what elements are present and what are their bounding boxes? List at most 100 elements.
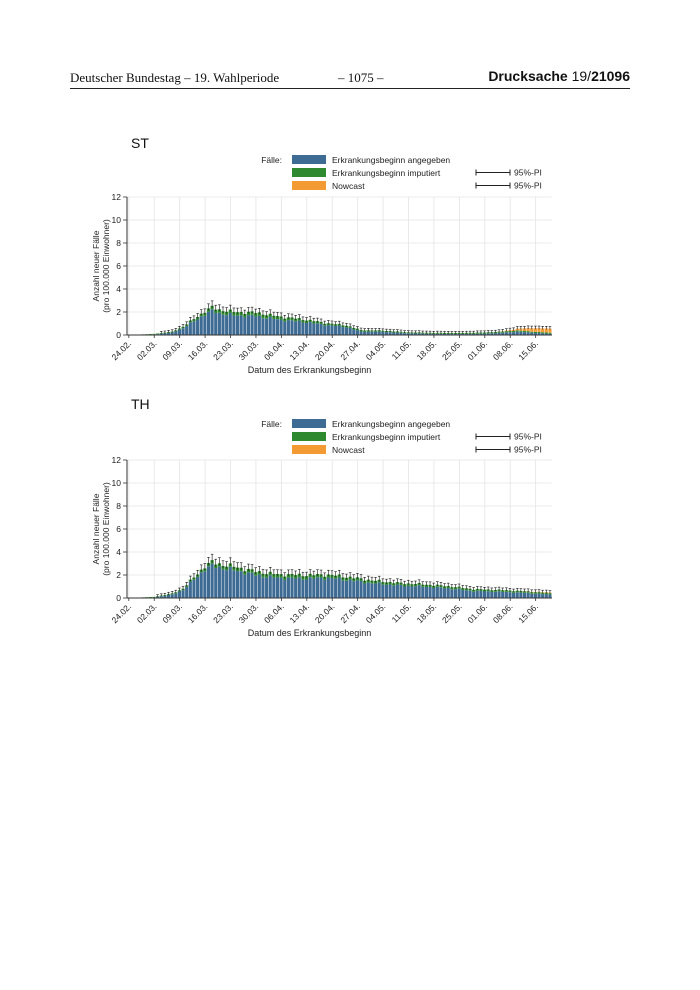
bar-reported	[217, 566, 221, 598]
bar-reported	[199, 316, 203, 335]
bar-reported	[181, 590, 185, 598]
bar-imputed	[214, 309, 218, 314]
page-header: Deutscher Bundestag – 19. Wahlperiode – …	[70, 68, 630, 89]
bar-imputed	[537, 592, 541, 594]
x-tick-label: 04.05.	[364, 601, 388, 625]
bar-imputed	[170, 331, 174, 333]
bar-imputed	[526, 591, 530, 593]
legend-swatch-1	[292, 432, 326, 441]
bar-reported	[370, 331, 374, 335]
bar-reported	[450, 334, 454, 335]
bar-reported	[381, 331, 385, 335]
bar-imputed	[504, 590, 508, 592]
bar-imputed	[482, 332, 487, 334]
bar-imputed	[199, 313, 203, 317]
legend-swatch-0	[292, 419, 326, 428]
bar-imputed	[493, 331, 498, 334]
bar-imputed	[174, 592, 178, 594]
chart-title: ST	[131, 135, 149, 151]
bar-imputed	[453, 587, 458, 590]
bar-imputed	[377, 579, 381, 583]
bar-reported	[323, 579, 327, 598]
bar-reported	[286, 320, 290, 335]
bar-nowcast	[544, 592, 548, 593]
bar-reported	[283, 580, 287, 598]
bar-reported	[544, 594, 548, 598]
bar-reported	[541, 333, 545, 335]
bar-imputed	[159, 595, 163, 597]
bar-nowcast	[541, 328, 545, 333]
bar-imputed	[370, 580, 374, 584]
bar-reported	[272, 319, 276, 335]
bar-reported	[472, 591, 476, 598]
bar-imputed	[497, 589, 501, 592]
bar-reported	[395, 332, 399, 335]
bar-reported	[166, 594, 171, 598]
bar-reported	[457, 588, 461, 598]
x-tick-label: 08.06.	[491, 601, 515, 625]
bar-reported	[359, 580, 363, 598]
x-tick-label: 20.04.	[313, 601, 337, 625]
bar-imputed	[515, 590, 519, 593]
legend-item-1: Erkrankungsbeginn imputiert	[332, 168, 441, 178]
bar-reported	[206, 566, 211, 598]
bar-reported	[235, 571, 240, 598]
bar-nowcast	[512, 329, 516, 331]
bar-reported	[243, 574, 247, 598]
bar-reported	[497, 332, 501, 335]
bar-reported	[185, 586, 189, 598]
bar-reported	[537, 333, 541, 335]
bar-imputed	[235, 567, 240, 572]
bar-imputed	[228, 309, 232, 314]
bar-reported	[239, 315, 243, 335]
bar-reported	[341, 580, 345, 598]
bar-reported	[312, 323, 316, 335]
bar-reported	[232, 570, 236, 598]
bar-nowcast	[548, 328, 552, 333]
bar-reported	[348, 327, 352, 335]
bar-reported	[548, 333, 552, 335]
bar-nowcast	[522, 328, 527, 331]
bar-reported	[192, 579, 196, 598]
bar-reported	[497, 591, 501, 598]
bar-imputed	[475, 588, 479, 591]
bar-reported	[472, 333, 476, 335]
bar-imputed	[381, 330, 385, 332]
bar-reported	[374, 583, 378, 598]
bar-imputed	[203, 568, 207, 572]
bar-imputed	[461, 588, 465, 591]
bar-imputed	[497, 331, 501, 333]
bar-reported	[181, 328, 185, 335]
bar-imputed	[308, 573, 312, 578]
bar-reported	[355, 580, 359, 598]
y-tick-label: 4	[116, 284, 121, 294]
bar-imputed	[192, 319, 196, 322]
bar-reported	[388, 584, 392, 598]
x-tick-label: 01.06.	[465, 601, 489, 625]
bar-nowcast	[548, 592, 552, 594]
bar-imputed	[512, 330, 516, 333]
bar-reported	[435, 586, 439, 598]
bar-imputed	[381, 582, 385, 585]
x-tick-label: 20.04.	[313, 338, 337, 362]
bar-reported	[156, 334, 160, 335]
bar-reported	[381, 584, 385, 598]
bar-reported	[384, 584, 389, 598]
bar-reported	[541, 594, 545, 598]
bar-reported	[530, 593, 534, 598]
y-axis-label-line2: (pro 100.000 Einwohner)	[101, 482, 111, 576]
bar-reported	[403, 586, 407, 598]
bar-reported	[304, 579, 309, 598]
legend-interval-label-2: 95%-PI	[514, 181, 542, 191]
bar-reported	[225, 315, 229, 335]
bar-imputed	[199, 569, 203, 573]
bar-imputed	[530, 331, 534, 333]
bar-reported	[417, 333, 421, 335]
bar-reported	[421, 333, 425, 335]
y-tick-label: 12	[112, 455, 122, 465]
bar-imputed	[432, 332, 436, 334]
bar-imputed	[519, 590, 523, 593]
bar-imputed	[312, 575, 316, 579]
bar-imputed	[355, 328, 359, 331]
